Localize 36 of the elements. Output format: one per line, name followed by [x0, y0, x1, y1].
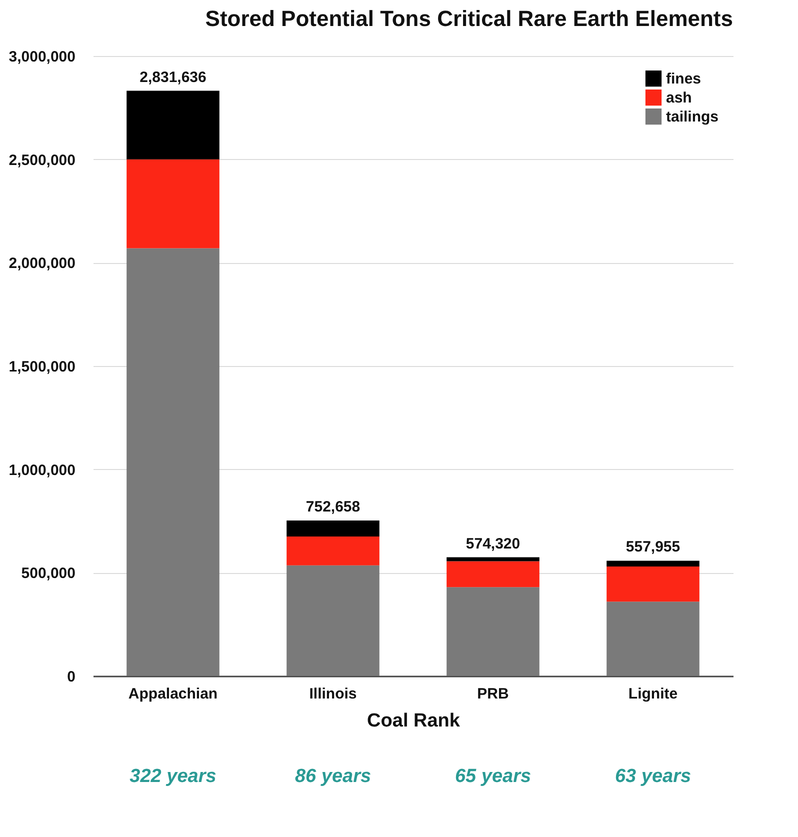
bar — [446, 561, 540, 588]
bar — [606, 566, 700, 602]
x-tick-label: Lignite — [628, 686, 678, 702]
text: 65 years — [454, 766, 532, 787]
x-tick-label: PRB — [477, 686, 509, 702]
bar — [286, 536, 380, 566]
bar — [606, 560, 700, 566]
text: 86 years — [294, 766, 372, 787]
bar — [446, 557, 540, 562]
bar — [126, 159, 220, 248]
legend-label: ash — [666, 90, 692, 106]
bar — [126, 90, 220, 160]
legend-label: fines — [666, 70, 702, 88]
y-tick-label: 1,000,000 — [8, 462, 76, 479]
x-tick-label: Illinois — [309, 686, 357, 702]
x-tick-label: Appalachian — [128, 686, 218, 702]
total-label: 557,955 — [626, 538, 680, 556]
y-tick-label: 2,500,000 — [8, 152, 76, 169]
bar — [286, 565, 380, 676]
chart-title: Stored Potential Tons Critical Rare Earth Elements — [205, 6, 733, 31]
y-tick-label: 1,500,000 — [8, 358, 76, 376]
text: 322 years — [130, 766, 216, 787]
legend-label: tailings — [666, 108, 719, 126]
total-label: 2,831,636 — [140, 68, 206, 86]
x-axis-title: Coal Rank — [367, 710, 460, 732]
y-tick-label: 0 — [67, 668, 76, 686]
total-label: 574,320 — [466, 535, 520, 552]
bar — [606, 602, 700, 676]
bar — [286, 520, 380, 536]
bar — [446, 587, 540, 676]
total-label: 752,658 — [306, 498, 360, 516]
y-tick-label: 3,000,000 — [8, 48, 76, 66]
y-tick-label: 2,000,000 — [8, 255, 76, 272]
bar — [126, 248, 220, 676]
text: 63 years — [614, 766, 692, 787]
y-tick-label: 500,000 — [21, 565, 76, 582]
